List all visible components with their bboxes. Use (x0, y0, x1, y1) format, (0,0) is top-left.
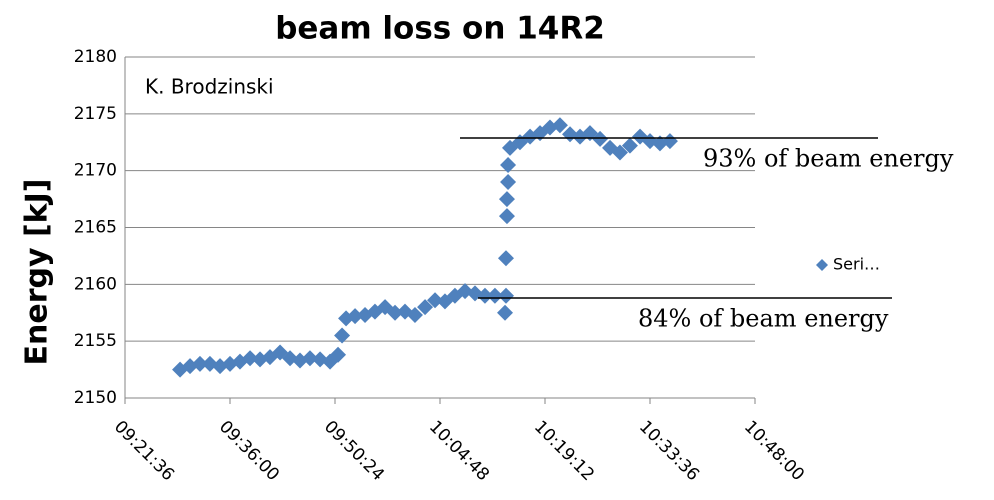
marker (661, 133, 678, 150)
marker (330, 346, 347, 363)
y-tick-label: 2170 (74, 161, 117, 181)
x-tick-label: 10:19:12 (530, 417, 598, 485)
marker (498, 191, 515, 208)
x-tick-label: 09:36:00 (215, 417, 283, 485)
x-tick-label: 09:21:36 (110, 417, 178, 485)
x-tick-label: 09:50:24 (320, 417, 388, 485)
marker (497, 287, 514, 304)
x-tick-label: 10:33:36 (635, 417, 703, 485)
marker (592, 130, 609, 147)
legend-label: Seri… (833, 255, 880, 274)
y-tick-label: 2180 (74, 47, 117, 67)
y-tick-label: 2160 (74, 274, 117, 294)
marker (406, 307, 423, 324)
y-tick-label: 2175 (74, 104, 117, 124)
marker (611, 144, 628, 161)
marker (486, 287, 503, 304)
marker (347, 308, 364, 325)
marker (532, 125, 549, 142)
marker (387, 304, 404, 321)
annotation: 93% of beam energy (703, 145, 954, 173)
x-tick-label: 10:48:00 (740, 417, 808, 485)
marker (476, 287, 493, 304)
annotation: 84% of beam energy (638, 305, 889, 333)
marker (551, 117, 568, 134)
marker (500, 174, 517, 191)
marker (498, 208, 515, 225)
marker (500, 156, 517, 173)
marker (497, 304, 514, 321)
marker (301, 350, 318, 367)
marker (417, 299, 434, 316)
x-tick-label: 10:04:48 (425, 417, 493, 485)
y-tick-label: 2165 (74, 218, 117, 238)
marker (621, 137, 638, 154)
marker (191, 355, 208, 372)
marker (334, 327, 351, 344)
marker (497, 250, 514, 267)
chart-title: beam loss on 14R2 (275, 11, 605, 47)
y-axis-label: Energy [kJ] (20, 178, 55, 365)
marker (242, 350, 259, 367)
y-tick-label: 2155 (74, 331, 117, 351)
legend-marker (816, 259, 828, 271)
annotation: K. Brodzinski (145, 75, 274, 99)
marker (427, 292, 444, 309)
y-tick-label: 2150 (74, 388, 117, 408)
